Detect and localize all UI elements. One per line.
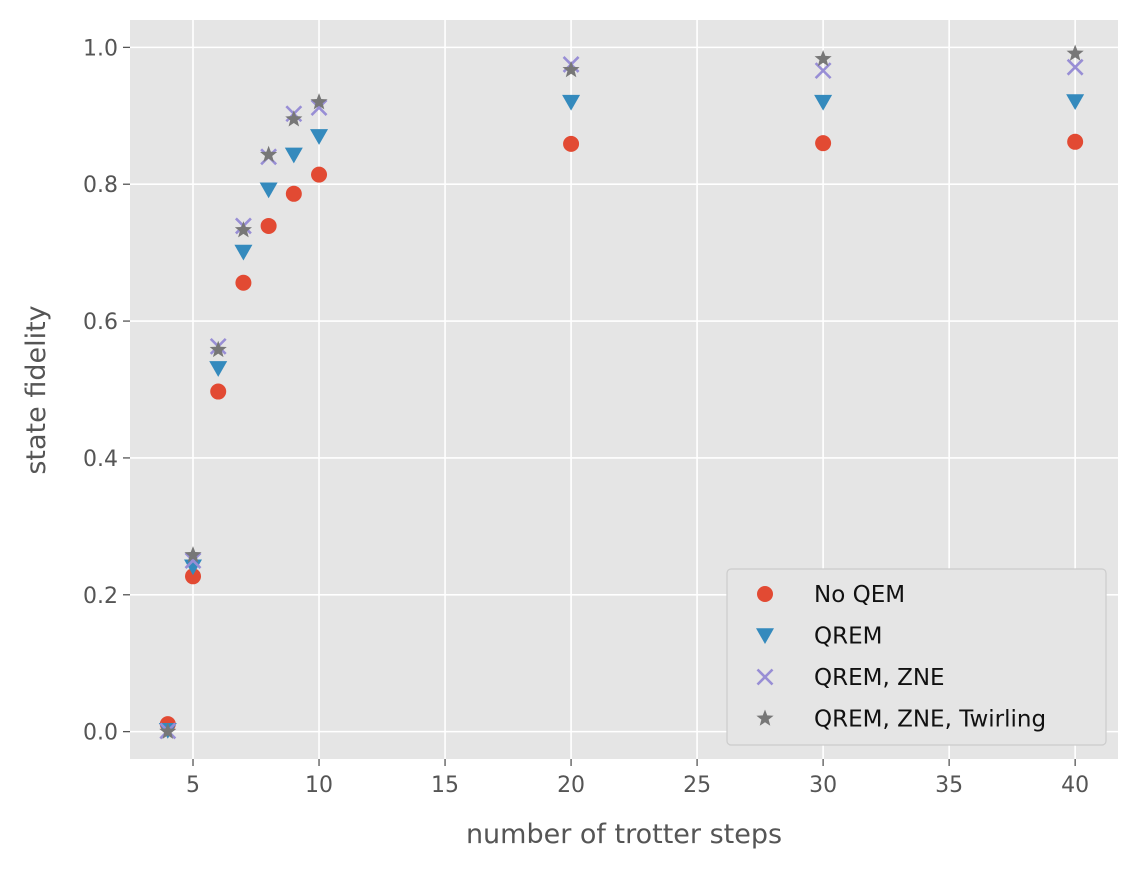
x-tick-label: 5 <box>186 773 200 798</box>
data-point <box>1066 58 1084 76</box>
data-point <box>159 722 177 739</box>
data-point <box>562 94 581 111</box>
x-axis-ticks: 5 10 15 20 25 30 35 40 <box>186 759 1089 798</box>
data-point <box>185 568 202 585</box>
data-point <box>234 221 252 238</box>
y-axis-ticks: 0.0 0.2 0.4 0.6 0.8 1.0 <box>83 36 130 746</box>
y-tick-label: 0.4 <box>83 447 118 472</box>
data-point <box>562 60 580 78</box>
data-point <box>184 552 202 569</box>
legend: No QEM QREM QREM, ZNE QREM, ZNE, Twirling <box>726 568 1107 746</box>
x-axis-label: number of trotter steps <box>466 819 782 850</box>
legend-marker <box>756 668 774 686</box>
y-axis-label: state fidelity <box>21 305 52 474</box>
legend-label: QREM, ZNE, Twirling <box>814 707 1046 733</box>
x-tick-label: 35 <box>935 773 963 798</box>
data-point <box>285 110 303 127</box>
legend-marker <box>756 709 774 726</box>
data-point <box>260 145 278 163</box>
data-point <box>1066 94 1085 110</box>
data-point <box>1067 133 1084 150</box>
legend-marker <box>756 628 774 645</box>
series-1 <box>159 133 1084 733</box>
y-tick-label: 0.8 <box>83 173 118 198</box>
series-4 <box>159 44 1084 739</box>
data-point <box>285 185 302 202</box>
y-tick-label: 0.6 <box>83 310 118 335</box>
data-points <box>158 44 1085 740</box>
data-point <box>234 244 253 261</box>
data-point <box>814 50 832 67</box>
x-tick-label: 15 <box>431 773 459 798</box>
y-tick-label: 0.0 <box>83 721 118 746</box>
data-point <box>563 135 580 152</box>
y-tick-label: 1.0 <box>83 36 118 61</box>
data-point <box>209 361 228 377</box>
data-point <box>814 94 833 111</box>
data-point <box>210 383 227 400</box>
legend-label: QREM <box>814 624 882 650</box>
x-tick-label: 40 <box>1061 773 1089 798</box>
data-point <box>310 129 329 145</box>
x-tick-label: 30 <box>809 773 837 798</box>
x-tick-label: 10 <box>305 773 333 798</box>
data-point <box>311 166 328 183</box>
legend-marker <box>757 586 773 602</box>
data-point <box>235 274 252 291</box>
data-point <box>209 340 227 358</box>
legend-entry: QREM, ZNE, Twirling <box>756 707 1046 733</box>
data-point <box>259 182 278 199</box>
x-tick-label: 25 <box>683 773 711 798</box>
y-tick-label: 0.2 <box>83 584 118 609</box>
x-tick-label: 20 <box>557 773 585 798</box>
data-point <box>1066 44 1084 61</box>
legend-box <box>726 568 1107 746</box>
legend-entry: No QEM <box>757 582 905 608</box>
legend-entry: QREM, ZNE <box>756 665 945 691</box>
legend-label: No QEM <box>814 582 905 608</box>
legend-entry: QREM <box>756 624 882 650</box>
data-point <box>184 546 202 563</box>
data-point <box>815 135 832 152</box>
data-point <box>284 147 303 164</box>
data-point <box>310 93 328 110</box>
data-point <box>310 99 328 117</box>
legend-label: QREM, ZNE <box>814 665 945 691</box>
data-point <box>260 217 277 234</box>
